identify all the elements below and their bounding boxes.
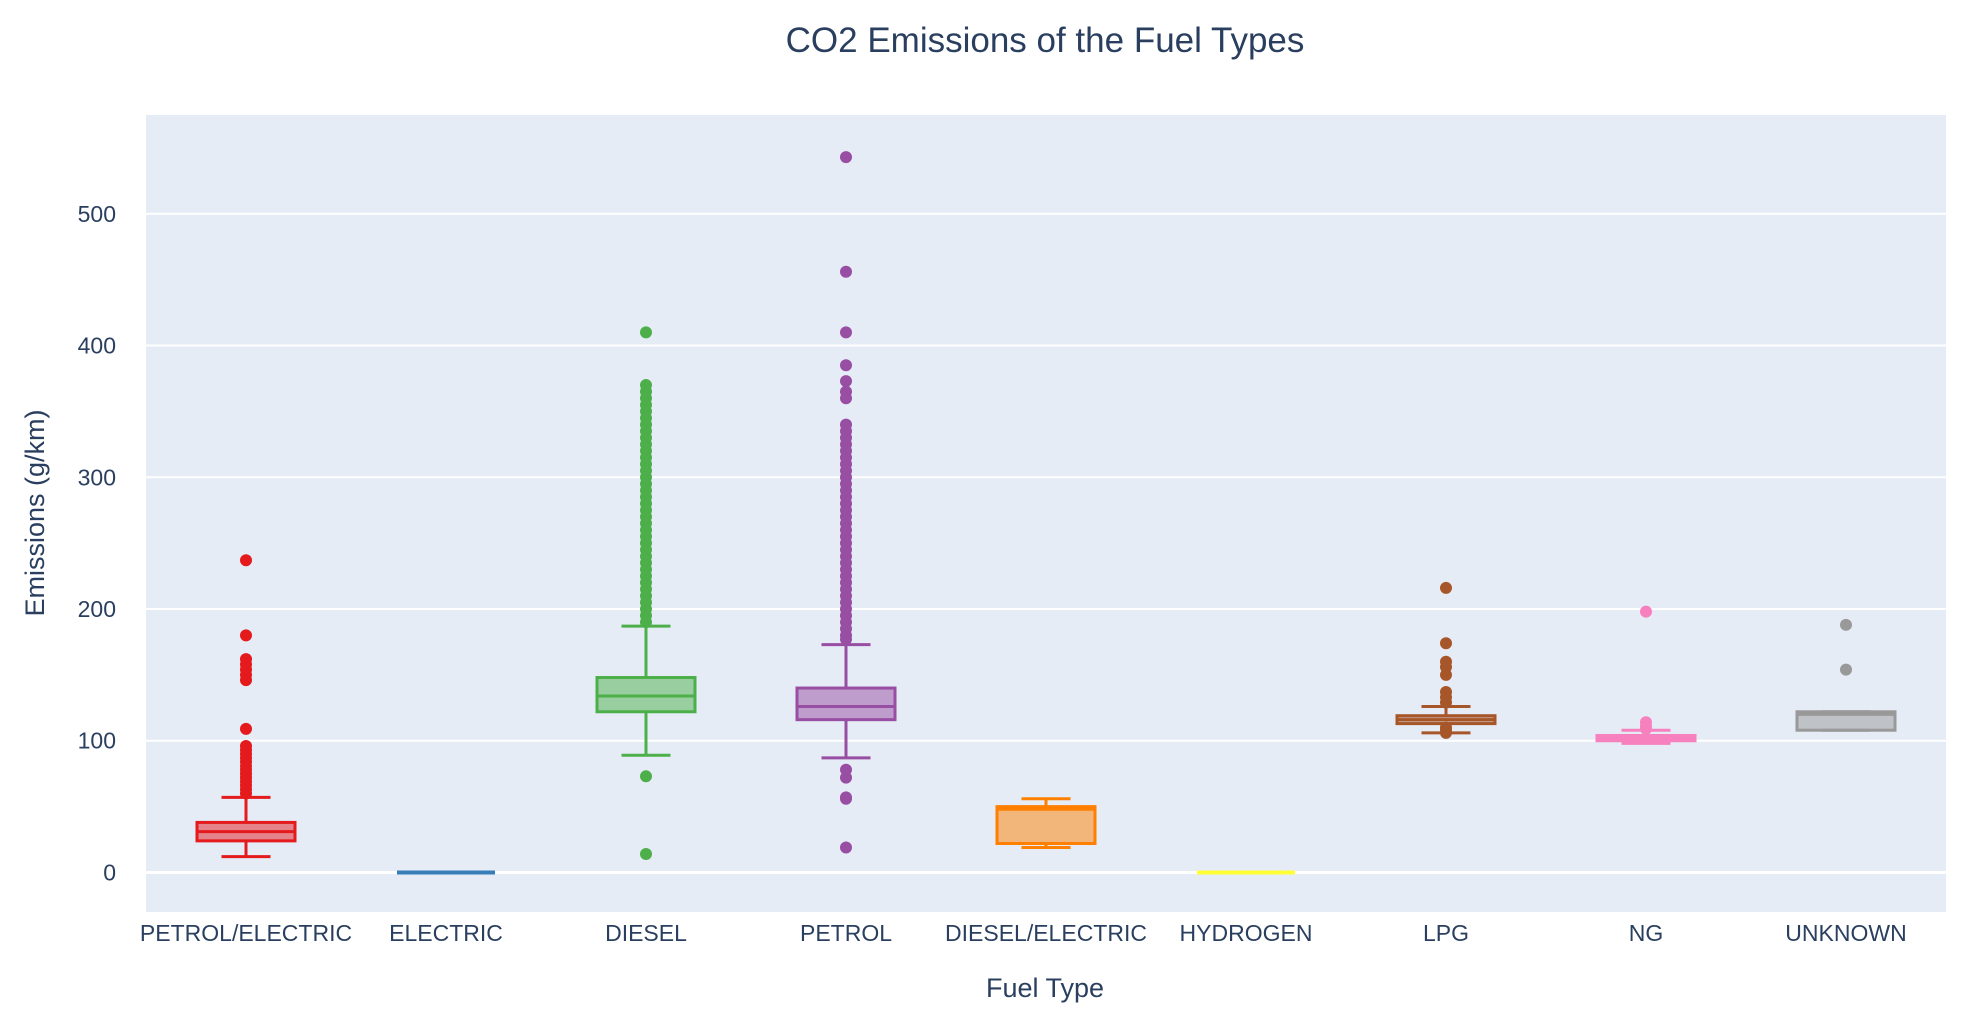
x-tick-label: LPG [1423,920,1469,946]
x-tick-label: DIESEL/ELECTRIC [945,920,1147,946]
plot-area [146,115,1946,912]
outlier-point [240,554,252,567]
outlier-point [640,616,652,629]
x-axis-title: Fuel Type [986,973,1104,1003]
chart-title: CO2 Emissions of the Fuel Types [786,21,1305,60]
x-tick-label: PETROL [800,920,892,946]
box-lpg [1395,581,1497,739]
outlier-point [840,633,852,646]
outlier-point [840,375,852,388]
box-diesel-electric [995,797,1097,849]
x-tick-label: PETROL/ELECTRIC [140,920,352,946]
outlier-point [840,326,852,339]
outlier-point [640,326,652,339]
y-tick-labels: 0 100 200 300 400 500 [78,201,116,886]
outlier-point [1840,663,1852,676]
outlier-point [1440,668,1452,681]
x-tick-labels: PETROL/ELECTRIC ELECTRIC DIESEL PETROL DIESE… [140,920,1907,946]
box-petrol-electric [195,554,297,859]
box-iqr [995,805,1097,845]
y-tick-label: 0 [103,859,116,885]
x-tick-label: UNKNOWN [1785,920,1906,946]
outlier-point [1440,726,1452,739]
box-petrol [795,151,897,854]
x-tick-label: HYDROGEN [1180,920,1313,946]
outlier-point [1640,605,1652,618]
boxes [195,151,1897,875]
x-tick-label: NG [1629,920,1664,946]
y-tick-label: 100 [78,728,116,754]
x-tick-label: DIESEL [605,920,687,946]
outlier-point [840,792,852,805]
box-iqr [795,686,897,722]
y-tick-label: 200 [78,596,116,622]
outlier-point [840,151,852,164]
outlier-point [240,722,252,735]
outlier-point [240,629,252,642]
y-tick-label: 500 [78,201,116,227]
grid-lines [146,212,1946,874]
outlier-point [640,848,652,861]
outlier-point [1840,618,1852,631]
outlier-point [840,265,852,278]
outlier-point [840,359,852,372]
outlier-point [840,771,852,784]
outlier-point [840,841,852,854]
outlier-point [1440,696,1452,709]
outlier-point [840,392,852,405]
outlier-point [1440,637,1452,650]
box-diesel [595,326,697,861]
x-tick-label: ELECTRIC [389,920,503,946]
outlier-point [640,770,652,783]
y-tick-label: 400 [78,333,116,359]
outlier-point [240,674,252,687]
box-ng [1595,605,1697,745]
box-unknown [1795,618,1897,732]
y-tick-label: 300 [78,464,116,490]
y-axis-title: Emissions (g/km) [20,409,50,616]
outlier-point [1440,581,1452,594]
box-iqr [1795,710,1897,732]
outlier-point [240,787,252,800]
outlier-point [1640,722,1652,735]
